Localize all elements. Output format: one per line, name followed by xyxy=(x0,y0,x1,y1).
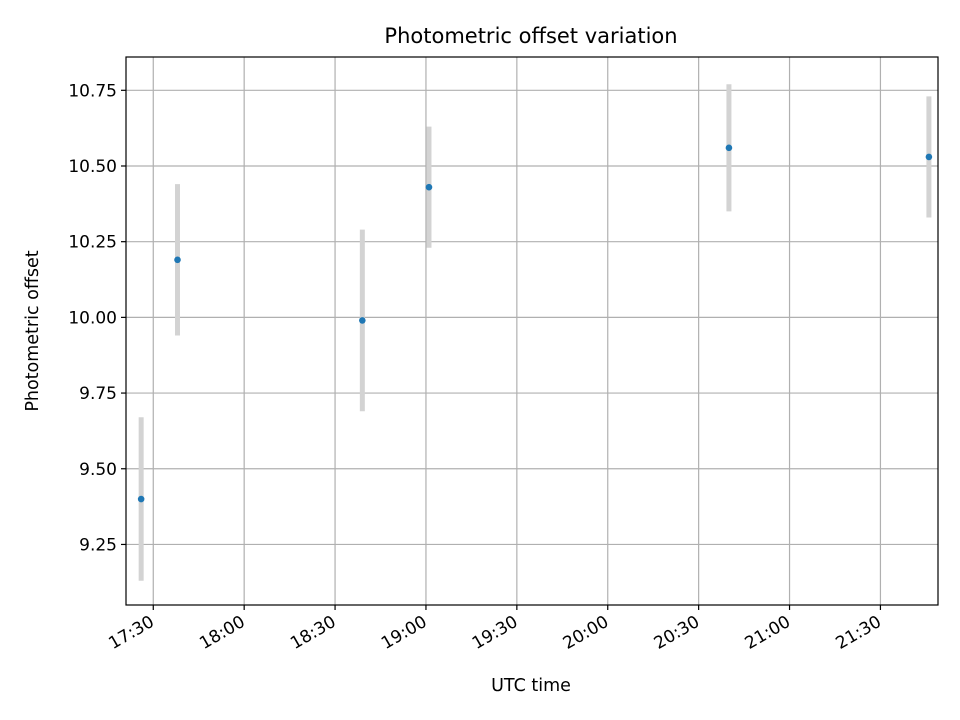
y-tick-label: 9.25 xyxy=(79,535,117,555)
y-tick-label: 10.75 xyxy=(68,81,117,101)
data-point xyxy=(359,317,366,324)
y-tick-label: 9.50 xyxy=(79,460,117,480)
y-axis-label: Photometric offset xyxy=(23,250,43,411)
chart-title: Photometric offset variation xyxy=(384,24,677,48)
y-tick-label: 10.00 xyxy=(68,308,117,328)
y-axis-ticks: 9.25 9.50 9.75 10.00 10.25 10.50 10.75 xyxy=(68,81,126,555)
data-point xyxy=(725,144,733,152)
y-tick-label: 10.25 xyxy=(68,233,117,253)
plot-frame xyxy=(125,56,939,606)
data-point xyxy=(925,153,933,161)
grid xyxy=(126,57,938,605)
data-points xyxy=(137,144,933,503)
y-tick-label: 9.75 xyxy=(79,384,117,404)
data-point xyxy=(425,183,433,191)
y-tick-label: 10.50 xyxy=(68,157,117,177)
data-point xyxy=(137,495,145,503)
data-point xyxy=(174,256,181,264)
x-axis-label: UTC time xyxy=(491,676,571,696)
